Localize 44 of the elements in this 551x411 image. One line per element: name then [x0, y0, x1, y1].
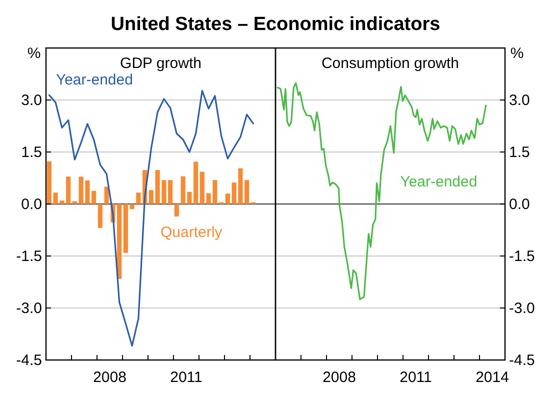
x-tick-label: 2011: [400, 369, 432, 386]
bar: [117, 204, 122, 279]
bar: [174, 204, 179, 216]
y-tick-label: -1.5: [16, 248, 42, 265]
bar: [168, 180, 173, 204]
line-series: [276, 82, 487, 300]
y-tick-label: 0.0: [21, 196, 42, 213]
bar: [46, 161, 52, 204]
series-label: Year-ended: [56, 71, 133, 88]
bar: [225, 194, 230, 204]
bar: [148, 190, 154, 204]
bar: [200, 172, 204, 204]
text: GDP growth: [120, 55, 202, 72]
y2-tick-label: -1.5: [509, 248, 535, 265]
y2-tick-label: 3.0: [509, 92, 530, 109]
bar: [194, 162, 198, 204]
y-axis-title: %: [27, 45, 41, 62]
x-tick-label: 2008: [322, 369, 356, 386]
y-tick-label: -3.0: [16, 300, 42, 317]
bar: [244, 180, 250, 204]
y2-tick-label: 1.5: [509, 144, 530, 161]
y-tick-label: 1.5: [21, 144, 42, 161]
x-tick-label: 2011: [170, 369, 202, 386]
y2-axis-title: %: [510, 45, 524, 62]
x-tick-label: 2014: [476, 369, 509, 386]
bar: [98, 204, 102, 228]
series-label: Quarterly: [160, 224, 223, 241]
bar: [130, 204, 134, 210]
chart-title: United States – Economic indicators: [110, 14, 440, 35]
series-label: Year-ended: [400, 174, 478, 191]
x-tick-label: 2008: [93, 369, 126, 386]
bar: [92, 190, 96, 204]
y-tick-label: 3.0: [21, 92, 42, 109]
y2-tick-label: -3.0: [509, 300, 535, 317]
bar: [104, 186, 109, 204]
text: Consumption growth: [321, 55, 460, 72]
bar: [66, 176, 71, 204]
line-series: [48, 90, 254, 347]
bar: [123, 204, 128, 253]
y2-tick-label: 0.0: [509, 196, 530, 213]
y2-tick-label: -4.5: [509, 352, 535, 369]
y-tick-label: -4.5: [16, 352, 42, 369]
bar: [72, 201, 77, 204]
bar: [136, 192, 141, 204]
